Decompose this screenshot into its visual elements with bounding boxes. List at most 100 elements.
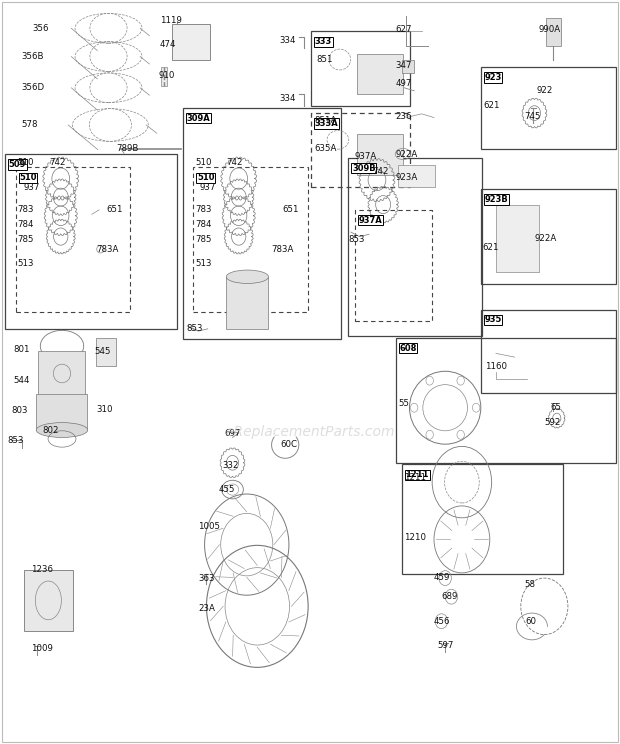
Text: 783A: 783A [96, 245, 118, 254]
Text: 1005: 1005 [198, 522, 220, 531]
Text: 334: 334 [280, 94, 296, 103]
Text: 923: 923 [484, 73, 502, 82]
Text: 937A: 937A [355, 152, 377, 161]
Bar [16, 167, 130, 312]
Text: 334: 334 [280, 36, 296, 45]
Text: 456: 456 [434, 617, 451, 626]
Text: 801: 801 [14, 345, 30, 354]
Bar [402, 464, 563, 574]
Text: 783: 783 [17, 205, 34, 214]
Text: eReplacementParts.com: eReplacementParts.com [225, 425, 395, 438]
Bar [172, 24, 210, 60]
Text: 922A: 922A [396, 150, 418, 159]
Text: 785: 785 [195, 235, 212, 244]
Text: 635A: 635A [314, 144, 337, 153]
Text: 853: 853 [186, 324, 203, 333]
Text: 923A: 923A [396, 173, 418, 182]
Text: 332: 332 [222, 461, 239, 469]
Bar [496, 205, 539, 272]
Ellipse shape [36, 423, 88, 437]
Bar [402, 60, 414, 73]
Text: 784: 784 [17, 220, 34, 229]
Text: 236: 236 [396, 112, 412, 121]
Text: 851A: 851A [314, 116, 337, 125]
Bar [311, 113, 410, 187]
Text: 651: 651 [107, 205, 123, 214]
Bar [161, 67, 167, 86]
Text: 578: 578 [21, 121, 38, 129]
Bar [355, 210, 432, 321]
Text: 784: 784 [195, 220, 212, 229]
Text: 510: 510 [19, 173, 37, 182]
Text: 937: 937 [24, 183, 40, 192]
Text: 853: 853 [7, 436, 24, 445]
Text: 689: 689 [441, 592, 458, 601]
Text: 803: 803 [11, 406, 28, 415]
Text: 592: 592 [544, 418, 560, 427]
Text: 509: 509 [9, 160, 26, 169]
Text: 789B: 789B [117, 144, 139, 153]
Bar [480, 67, 616, 149]
Text: 363: 363 [198, 574, 215, 583]
Bar [356, 54, 403, 94]
Text: 60C: 60C [280, 440, 297, 449]
Text: 58: 58 [524, 580, 535, 589]
Text: 990A: 990A [538, 25, 560, 34]
Text: 333A: 333A [315, 119, 339, 128]
Text: 510: 510 [195, 158, 212, 167]
Text: 23A: 23A [198, 604, 215, 613]
Text: 333: 333 [315, 37, 332, 46]
Text: 937: 937 [200, 183, 216, 192]
Text: 1236: 1236 [31, 565, 53, 574]
Ellipse shape [226, 270, 268, 283]
Text: 1009: 1009 [31, 644, 53, 653]
Text: 922: 922 [536, 86, 552, 95]
Text: 1160: 1160 [485, 362, 507, 371]
Bar [546, 18, 561, 46]
Text: 497: 497 [396, 79, 412, 88]
Text: 474: 474 [160, 40, 177, 49]
Text: 60: 60 [526, 617, 537, 626]
Text: 1211: 1211 [404, 473, 426, 482]
Text: 851: 851 [316, 55, 333, 64]
Text: 356: 356 [32, 24, 49, 33]
Bar [183, 108, 341, 339]
Bar [311, 31, 410, 106]
Text: 697: 697 [224, 429, 241, 437]
Text: 802: 802 [42, 426, 59, 434]
Text: 544: 544 [14, 376, 30, 385]
Text: 356D: 356D [21, 83, 44, 92]
Bar [38, 351, 85, 396]
Text: 608: 608 [399, 344, 417, 353]
Text: 1210: 1210 [404, 533, 426, 542]
Text: 459: 459 [434, 573, 450, 582]
Text: 923B: 923B [484, 195, 508, 204]
Text: 310: 310 [96, 405, 113, 414]
Text: 742: 742 [50, 158, 66, 167]
Bar [226, 277, 268, 329]
Text: 627: 627 [396, 25, 412, 34]
Text: 513: 513 [17, 259, 34, 268]
Bar [398, 165, 435, 187]
Text: 783: 783 [195, 205, 212, 214]
Bar [193, 167, 308, 312]
Text: 513: 513 [195, 259, 212, 268]
Bar [396, 338, 616, 463]
Text: 1211: 1211 [405, 470, 429, 479]
Text: 742: 742 [226, 158, 243, 167]
Text: 742: 742 [372, 167, 389, 176]
Bar [480, 310, 616, 393]
Text: 937A: 937A [358, 216, 382, 225]
Bar [36, 394, 87, 430]
Bar [24, 570, 73, 631]
Text: 910: 910 [158, 71, 174, 80]
Bar [5, 154, 177, 329]
Bar [348, 158, 482, 336]
Text: 621: 621 [482, 243, 499, 251]
Text: 510: 510 [17, 158, 34, 167]
Bar [356, 134, 403, 175]
Bar [96, 338, 116, 366]
Text: 597: 597 [437, 641, 453, 650]
Text: 1119: 1119 [160, 16, 182, 25]
Text: 455: 455 [218, 485, 235, 494]
